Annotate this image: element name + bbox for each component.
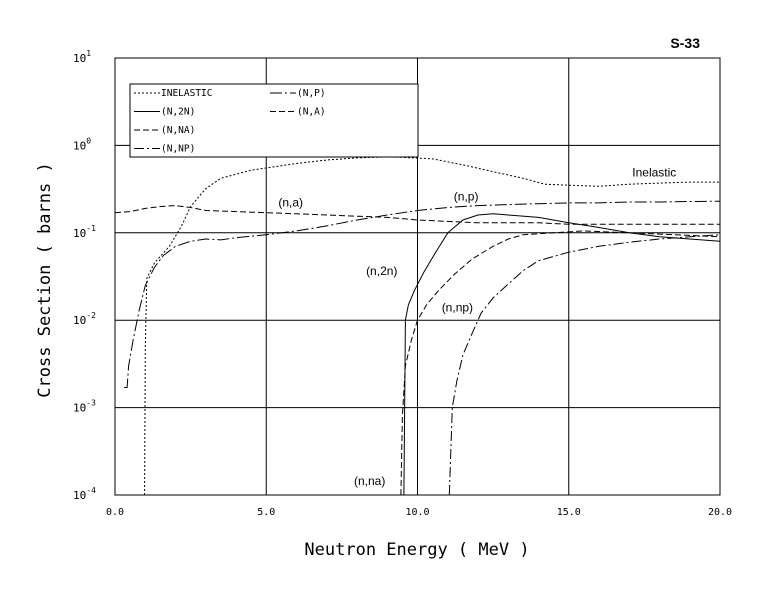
y-tick-label: 10-1 [73,224,96,240]
x-tick-label: 20.0 [708,507,732,518]
series-annotation: (n,na) [354,474,385,488]
x-tick-label: 0.0 [106,507,124,518]
series-line-n-na [400,230,721,496]
series-line-n-np [448,234,721,496]
legend-entry: (N,2N) [161,107,195,118]
y-tick-label: 10-4 [73,486,96,502]
series-annotation: (n,np) [442,301,473,315]
series-annotation: Inelastic [632,166,676,180]
y-tick-label: 101 [73,49,91,65]
y-tick-label: 100 [73,136,91,152]
x-tick-label: 10.0 [405,507,429,518]
legend-box [129,83,419,158]
series-line-n-p [124,200,721,388]
series-annotation: (n,a) [278,195,303,209]
y-tick-label: 10-2 [73,311,96,327]
y-tick-label: 10-3 [73,399,96,415]
legend-entry: (N,NP) [161,144,195,155]
legend: INELASTIC (N,2N) (N,NA) (N,NP) (N,P) (N,A) [129,83,419,158]
y-axis-ticks: 101 100 10-1 10-2 10-3 10-4 [73,49,96,502]
series-annotations: Inelastic (n,2n) (n,na) (n,np) (n,p) (n,a) [278,166,676,488]
legend-entry: (N,A) [297,107,326,118]
series-lines [114,156,721,496]
x-axis-ticks: 0.0 5.0 10.0 15.0 20.0 [106,507,732,518]
series-line-n-a [114,205,720,225]
legend-entry: INELASTIC [161,88,212,99]
series-annotation: (n,p) [454,189,479,203]
series-annotation: (n,2n) [366,264,397,278]
x-tick-label: 5.0 [257,507,275,518]
y-axis-label: Cross Section ( barns ) [35,162,55,397]
x-tick-label: 15.0 [557,507,581,518]
x-axis-label: Neutron Energy ( MeV ) [304,540,529,560]
chart-title: S-33 [670,35,700,51]
legend-entry: (N,P) [297,88,326,99]
legend-entry: (N,NA) [161,125,195,136]
plot-frame [114,57,721,496]
